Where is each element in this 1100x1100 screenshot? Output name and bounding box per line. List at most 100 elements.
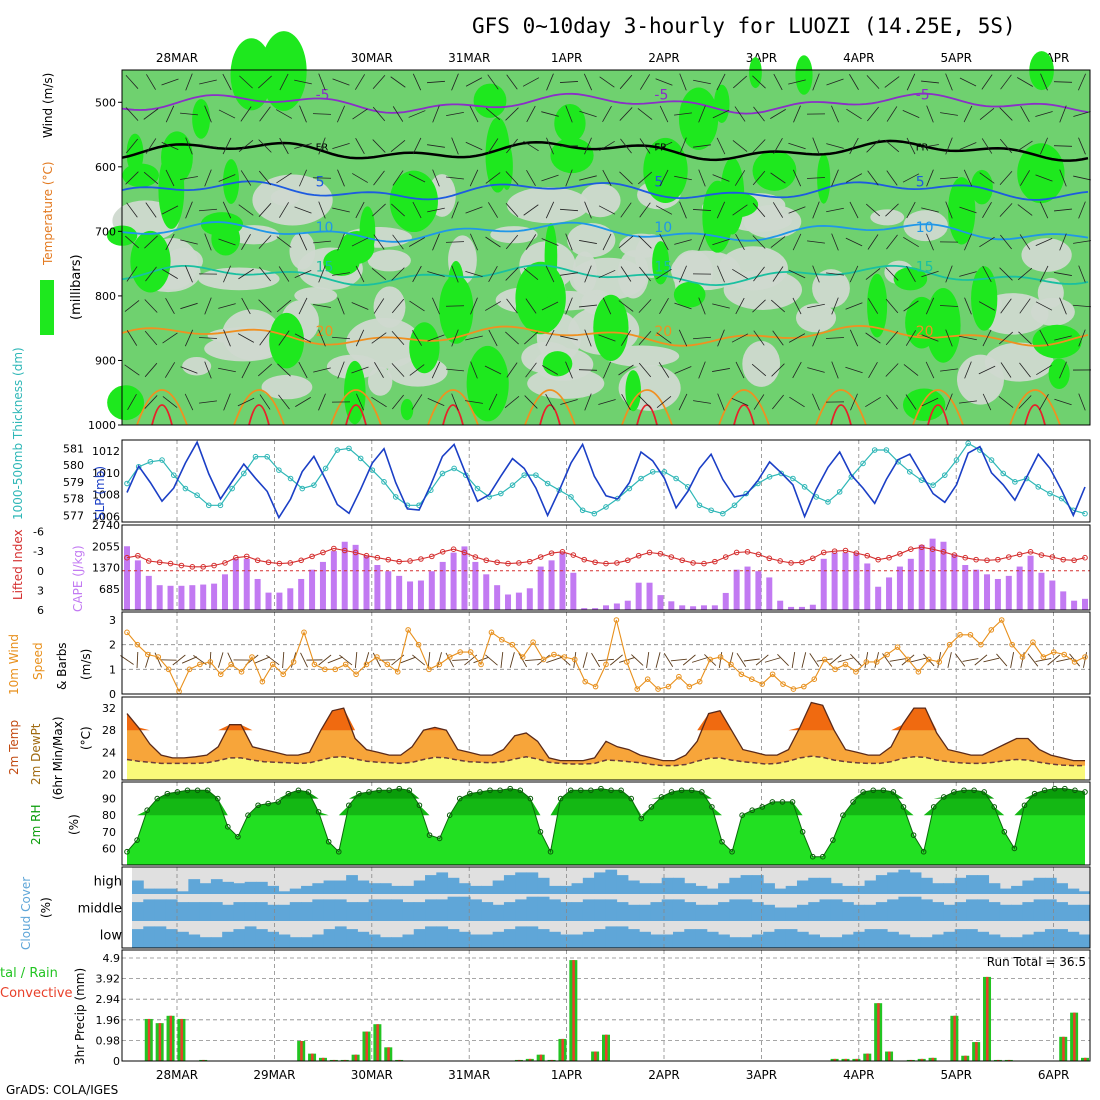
- wind-speed-point: [686, 683, 693, 690]
- wind-barb: [238, 268, 254, 280]
- cloud-unit-label: (%): [39, 897, 53, 918]
- isotherm-label: 5: [316, 175, 325, 191]
- pressure-tick: 900: [95, 354, 116, 367]
- cloud-cover-bar: [537, 929, 550, 948]
- rh-point: [285, 790, 292, 797]
- wind-barb: [204, 169, 212, 187]
- cloud-cover-bar: [785, 907, 798, 921]
- rh-point: [910, 832, 917, 838]
- cloud-cover-bar: [639, 883, 651, 894]
- wind-barb: [446, 368, 464, 372]
- rh-dry-area: [261, 374, 313, 400]
- wind-barb: [598, 269, 616, 279]
- cloud-cover-bar: [379, 899, 392, 921]
- surface-wind-barb: [962, 658, 979, 662]
- wind-barb: [674, 239, 692, 245]
- rh-dry-area: [812, 269, 850, 308]
- precip-convective-bar: [398, 1059, 401, 1061]
- cape-bar: [679, 605, 686, 610]
- cloud-cover-bar: [447, 896, 460, 921]
- rh-moist-area: [269, 312, 305, 369]
- thickness-point: [942, 472, 948, 478]
- cloud-cover-bar: [346, 929, 358, 948]
- cloud-cover-bar: [763, 931, 775, 948]
- cloud-cover-bar: [334, 926, 347, 948]
- wind-barb: [560, 272, 578, 276]
- wind-speed-point: [696, 678, 703, 685]
- cloud-cover-bar: [132, 902, 144, 921]
- cloud-cover-bar: [729, 937, 742, 948]
- li-point: [516, 560, 522, 566]
- wind-barb: [198, 208, 218, 212]
- wind-barb: [487, 138, 499, 154]
- surface-wind-barb: [266, 654, 280, 666]
- slp-tick: 1012: [92, 445, 120, 458]
- surface-wind-barb: [445, 652, 455, 668]
- isotherm-label: 5: [654, 175, 663, 191]
- cape-bar: [1027, 555, 1034, 610]
- wind-barb: [298, 233, 308, 251]
- wind-barb: [792, 361, 802, 379]
- wind-speed-point: [613, 617, 620, 623]
- wind-barb: [959, 271, 977, 277]
- precip-convective-bar: [376, 1024, 379, 1061]
- wind-barb: [469, 169, 479, 187]
- bottom-date-label: 31MAR: [448, 1068, 490, 1082]
- rh-point: [1082, 789, 1088, 795]
- wind-barb: [866, 139, 880, 153]
- li-point: [624, 557, 631, 564]
- cape-bar: [156, 585, 163, 610]
- cloud-cover-bar: [481, 902, 494, 921]
- wind-barb: [277, 363, 291, 377]
- li-point: [189, 564, 196, 570]
- wind-barb: [373, 170, 385, 186]
- cloud-cover-bar: [853, 904, 866, 921]
- cape-bar: [711, 605, 718, 610]
- li-point: [1049, 554, 1056, 560]
- cloud-cover-bar: [650, 883, 663, 894]
- wind-barb: [621, 330, 631, 346]
- cloud-cover-bar: [188, 879, 201, 894]
- rh-point: [134, 837, 140, 843]
- wind-speed-point: [457, 649, 464, 655]
- li-point: [951, 552, 958, 558]
- precip-tick: 3.92: [96, 973, 121, 986]
- rh-moist-area: [749, 57, 762, 89]
- li-point: [1060, 556, 1067, 563]
- li-point: [276, 560, 283, 567]
- wind-barb: [867, 106, 879, 122]
- surface-wind-barb: [764, 657, 781, 663]
- cape-bar: [232, 558, 239, 610]
- rh-point: [467, 790, 473, 797]
- wind-barb: [902, 109, 920, 119]
- cloud-cover-bar: [853, 885, 866, 894]
- cloud-cover-bar: [796, 904, 809, 921]
- wind-barb: [391, 298, 405, 314]
- cape-bar: [668, 601, 675, 610]
- cloud-cover-bar: [808, 934, 821, 948]
- li-point: [1082, 554, 1088, 561]
- wind-barb: [1059, 297, 1067, 315]
- thickness-point: [194, 492, 200, 499]
- wind-speed-point: [134, 641, 141, 648]
- thickness-tick: 577: [63, 509, 84, 522]
- wind-barb: [1035, 111, 1053, 117]
- top-date-label: 3APR: [746, 51, 777, 65]
- panel-frame: [121, 696, 1091, 781]
- wind-barb: [845, 237, 863, 247]
- wind-barb: [1039, 329, 1049, 347]
- cloud-cover-bar: [154, 926, 167, 948]
- li-point: [777, 558, 783, 564]
- li-point: [429, 553, 435, 560]
- wind-speed-point: [821, 656, 828, 663]
- wind-barb: [698, 361, 706, 379]
- wind-barb: [753, 266, 765, 282]
- cloud-cover-bar: [977, 899, 990, 921]
- wind-speed-point: [1030, 639, 1036, 646]
- rh-point: [376, 787, 382, 794]
- wind-barb: [524, 395, 538, 409]
- cloud-cover-bar: [672, 877, 685, 894]
- wind-barb: [485, 301, 501, 311]
- rh-dry-area: [1021, 238, 1072, 272]
- wind-speed-point: [447, 654, 453, 660]
